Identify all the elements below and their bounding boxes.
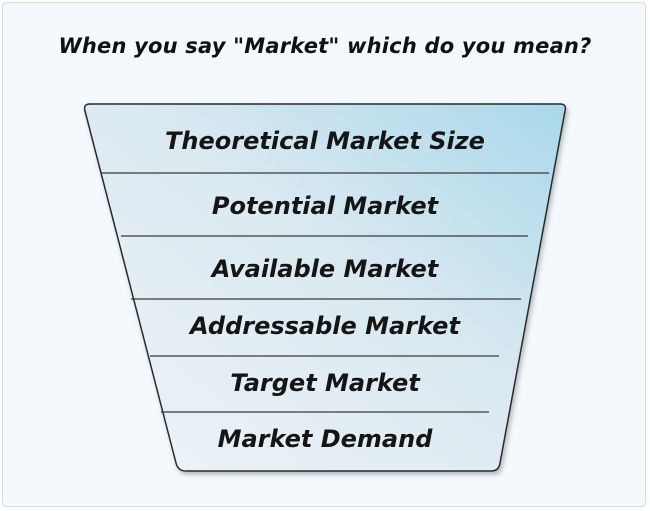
funnel-body [83,103,567,472]
funnel-level-target-market: Target Market [230,369,421,397]
funnel-level-market-demand: Market Demand [218,425,434,453]
funnel-level-addressable-market: Addressable Market [188,312,461,340]
page-title: When you say "Market" which do you mean? [58,34,592,58]
funnel-level-potential-market: Potential Market [212,192,440,220]
funnel-level-available-market: Available Market [210,255,440,283]
funnel-level-theoretical-market-size: Theoretical Market Size [165,127,485,155]
